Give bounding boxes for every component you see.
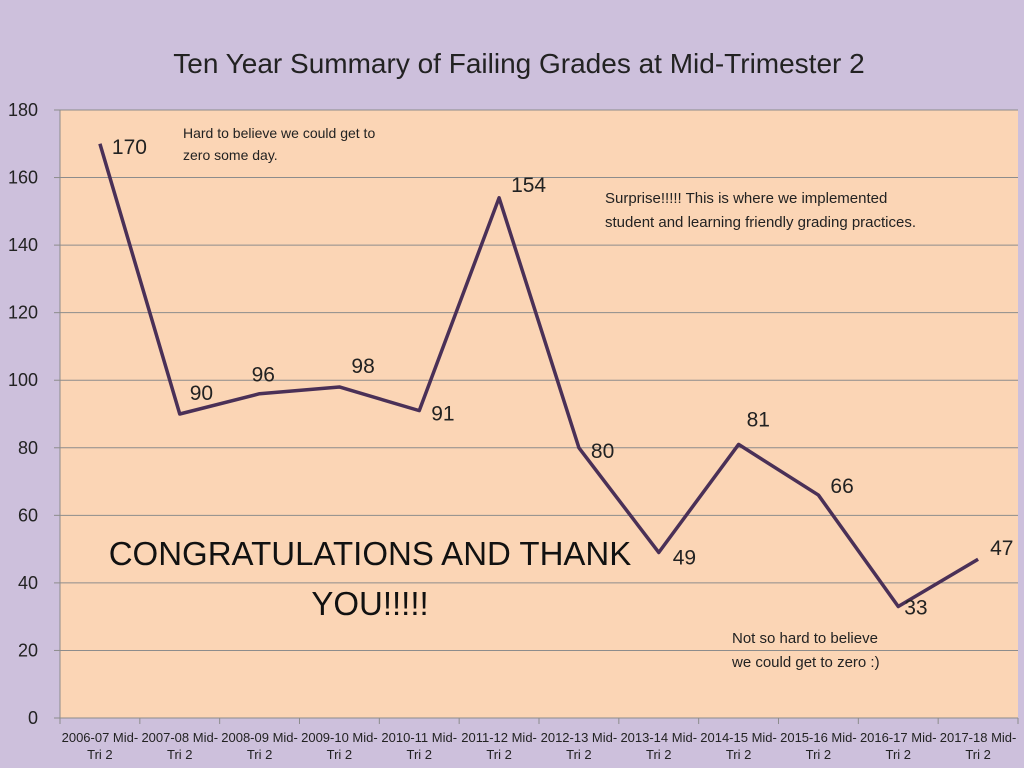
- series-line: [98, 143, 979, 609]
- data-label: 98: [351, 355, 374, 378]
- annotation-surprise: Surprise!!!!! This is where we implement…: [605, 190, 916, 231]
- annotations: Hard to believe we could get to zero some…: [109, 125, 916, 671]
- data-label: 96: [252, 364, 275, 387]
- x-tick-label: 2015-16 Mid-Tri 2: [780, 730, 857, 762]
- x-tick-label: 2006-07 Mid-Tri 2: [62, 730, 139, 762]
- annotation-notsohard: Not so hard to believe we could get to ze…: [731, 630, 880, 671]
- data-label: 49: [673, 546, 696, 569]
- y-tick-label: 0: [28, 708, 38, 728]
- x-tick-label: 2017-18 Mid-Tri 2: [940, 730, 1017, 762]
- y-tick-label: 160: [8, 168, 38, 188]
- x-tick-label: 2010-11 Mid-Tri 2: [381, 730, 457, 762]
- data-labels: 170 90 96 98 91 154 80 49 81 66 33 47: [112, 136, 1014, 620]
- x-tick-label: 2014-15 Mid-Tri 2: [700, 730, 777, 762]
- data-label: 47: [990, 537, 1013, 560]
- annotation-congrats: CONGRATULATIONS AND THANK YOU!!!!!: [109, 535, 632, 622]
- y-tick-label: 20: [18, 640, 38, 660]
- y-tick-label: 60: [18, 505, 38, 525]
- y-tick-label: 40: [18, 573, 38, 593]
- plot-area: [60, 110, 1018, 718]
- x-tick-label: 2011-12 Mid-Tri 2: [461, 730, 537, 762]
- y-tick-label: 80: [18, 438, 38, 458]
- y-tick-label: 120: [8, 303, 38, 323]
- data-label: 91: [431, 403, 454, 426]
- data-label: 81: [747, 408, 770, 431]
- data-label: 170: [112, 136, 147, 159]
- chart-title: Ten Year Summary of Failing Grades at Mi…: [173, 48, 864, 79]
- x-tick-label: 2016-17 Mid-Tri 2: [860, 730, 937, 762]
- data-label: 33: [904, 597, 927, 620]
- y-tick-label: 140: [8, 235, 38, 255]
- data-label: 90: [190, 382, 213, 405]
- x-tick-label: 2012-13 Mid-Tri 2: [541, 730, 618, 762]
- x-tick-label: 2008-09 Mid-Tri 2: [221, 730, 298, 762]
- y-tick-label: 180: [8, 100, 38, 120]
- data-label: 154: [511, 174, 546, 197]
- data-label: 80: [591, 440, 614, 463]
- x-tick-label: 2007-08 Mid-Tri 2: [141, 730, 218, 762]
- annotation-hard: Hard to believe we could get to zero some…: [183, 125, 375, 163]
- gridlines: [60, 109, 1018, 719]
- data-label: 66: [830, 475, 853, 498]
- x-tick-label: 2013-14 Mid-Tri 2: [620, 730, 697, 762]
- x-tick-label: 2009-10 Mid-Tri 2: [301, 730, 378, 762]
- y-tick-label: 100: [8, 370, 38, 390]
